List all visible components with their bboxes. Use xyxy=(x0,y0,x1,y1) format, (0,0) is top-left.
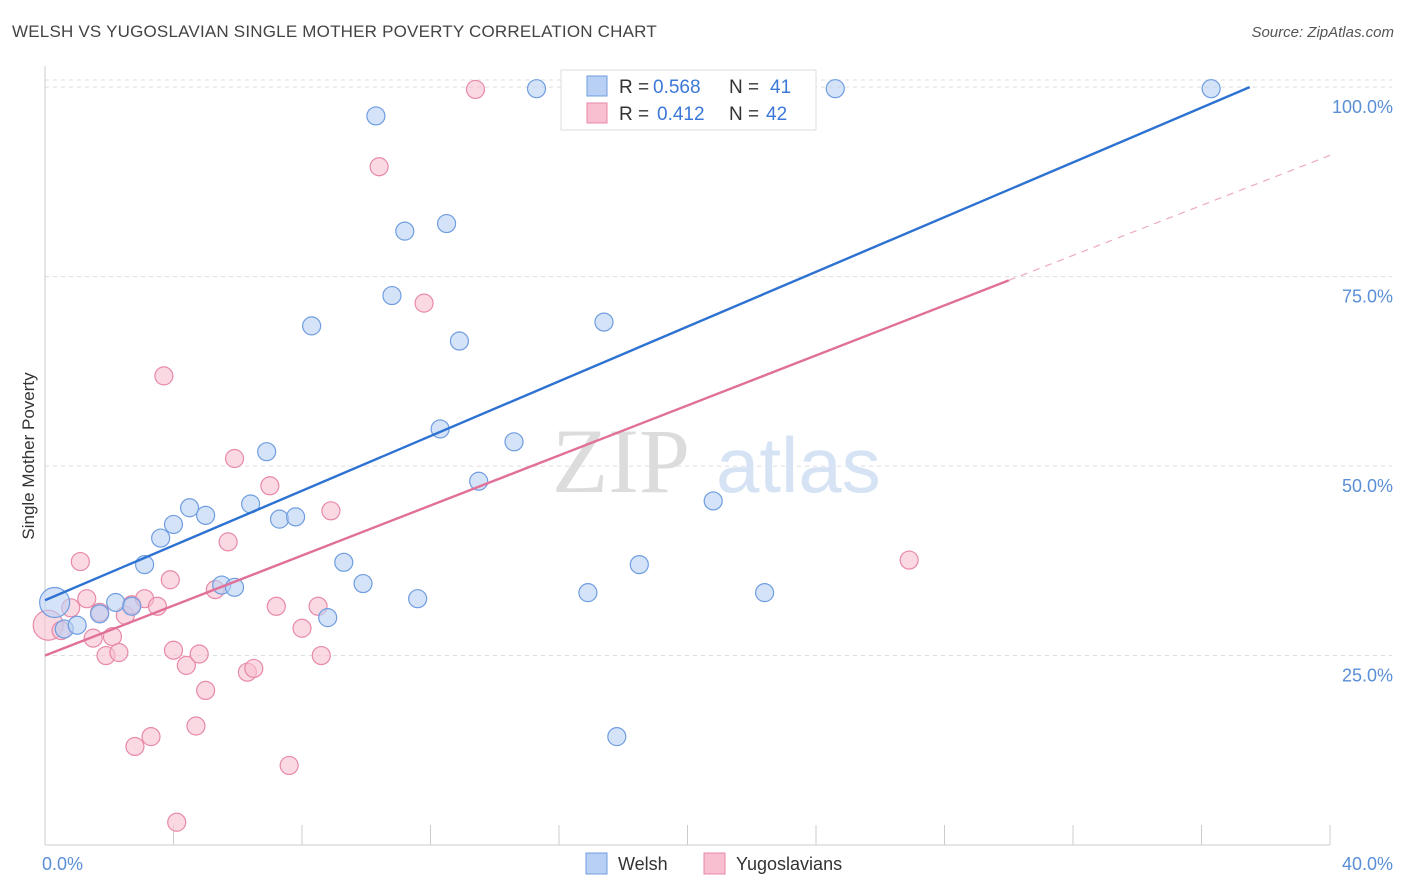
yugoslavian-point xyxy=(163,640,184,660)
yugoslavian-point xyxy=(186,716,206,736)
welsh-point xyxy=(408,589,428,609)
legend-welsh-r-value: 0.568 xyxy=(653,77,701,98)
welsh-point xyxy=(594,312,614,332)
yugoslavian-point xyxy=(70,551,90,572)
yugoslavian-point xyxy=(141,727,161,747)
y-axis-title: Single Mother Poverty xyxy=(19,372,38,540)
welsh-point xyxy=(179,498,200,518)
welsh-point xyxy=(395,221,415,241)
welsh-point xyxy=(382,285,402,306)
yugoslavian-point xyxy=(83,628,103,648)
yugoslavian-point xyxy=(266,596,286,616)
welsh-point xyxy=(196,505,216,525)
welsh-point xyxy=(449,331,470,351)
welsh-point xyxy=(629,554,649,575)
trend-layer xyxy=(44,86,1331,657)
welsh-point xyxy=(257,442,277,462)
welsh-point xyxy=(39,586,71,619)
yugoslavian-point xyxy=(292,618,312,638)
watermark: ZIP atlas xyxy=(552,410,881,512)
x-tick-label: 40.0% xyxy=(1342,854,1393,874)
yugoslavian-point xyxy=(244,658,264,679)
yugoslavian-point xyxy=(465,79,486,100)
welsh-point xyxy=(1201,79,1221,99)
grid-layer xyxy=(45,79,1392,657)
welsh-point xyxy=(754,583,775,603)
welsh-point xyxy=(90,604,110,624)
x-tick-label: 0.0% xyxy=(42,854,83,874)
points-layer xyxy=(32,79,1221,832)
welsh-point xyxy=(366,106,386,126)
legend-swatch-yugo xyxy=(586,102,608,124)
legend-yugo-n-label: N = xyxy=(729,104,759,125)
welsh-point xyxy=(302,316,322,336)
chart-source: Source: ZipAtlas.com xyxy=(1251,24,1394,41)
yugoslavian-point xyxy=(321,501,341,521)
yugoslavian-point xyxy=(196,680,216,701)
welsh-point xyxy=(526,79,547,99)
yugoslavian-point xyxy=(176,655,196,675)
welsh-point xyxy=(151,528,171,548)
welsh-trend-line xyxy=(44,86,1251,602)
series-legend: Welsh Yugoslavians xyxy=(585,852,842,875)
bottom-legend-welsh: Welsh xyxy=(618,854,668,874)
welsh-point xyxy=(122,596,142,616)
yugoslavian-point xyxy=(167,812,187,832)
yugoslavian-trend-extension xyxy=(1008,154,1331,281)
legend-swatch-welsh xyxy=(586,75,608,97)
yugoslavian-point xyxy=(369,157,389,177)
welsh-point xyxy=(67,615,87,635)
y-tick-label: 50.0% xyxy=(1342,476,1393,496)
yugoslavian-point xyxy=(154,366,174,386)
yugoslavian-point xyxy=(279,755,299,776)
yugoslavian-point xyxy=(224,448,245,469)
yugoslavian-point xyxy=(414,293,434,313)
legend-welsh-n-value: 41 xyxy=(770,77,791,98)
yugoslavian-point xyxy=(125,736,145,757)
welsh-point xyxy=(163,514,184,535)
bottom-legend-swatch-welsh xyxy=(585,852,608,875)
y-tick-label: 100.0% xyxy=(1332,97,1393,117)
welsh-point xyxy=(353,573,373,594)
yugoslavian-trend-line xyxy=(44,279,1010,657)
legend-yugo-r-label: R = xyxy=(619,104,649,125)
welsh-point xyxy=(106,592,126,613)
yugoslavian-point xyxy=(109,642,129,663)
stats-legend: R = 0.568 N = 41 R = 0.412 N = 42 xyxy=(560,69,817,131)
welsh-point xyxy=(578,583,598,603)
chart-title: WELSH VS YUGOSLAVIAN SINGLE MOTHER POVER… xyxy=(12,22,657,41)
y-tick-label: 75.0% xyxy=(1342,287,1393,307)
axis-layer: 25.0% 50.0% 75.0% 100.0% 0.0% 40.0% xyxy=(42,66,1393,874)
yugoslavian-point xyxy=(899,550,919,570)
welsh-point xyxy=(318,608,338,628)
bottom-legend-yugo: Yugoslavians xyxy=(736,854,842,874)
watermark-zip: ZIP xyxy=(552,410,690,512)
welsh-point xyxy=(269,509,290,529)
yugoslavian-point xyxy=(218,532,238,552)
legend-yugo-n-value: 42 xyxy=(766,104,787,125)
legend-welsh-n-label: N = xyxy=(729,77,759,98)
yugoslavian-point xyxy=(311,645,331,666)
yugoslavian-point xyxy=(189,644,209,664)
welsh-point xyxy=(825,79,845,99)
welsh-point xyxy=(285,507,306,527)
bottom-legend-swatch-yugo xyxy=(703,852,726,875)
yugoslavian-point xyxy=(160,570,180,590)
yugoslavian-point xyxy=(77,589,97,609)
welsh-point xyxy=(436,213,457,234)
legend-yugo-r-value: 0.412 xyxy=(657,104,705,125)
welsh-point xyxy=(504,432,524,452)
y-tick-label: 25.0% xyxy=(1342,666,1393,686)
legend-welsh-r-label: R = xyxy=(619,77,649,98)
welsh-point xyxy=(607,727,627,747)
yugoslavian-point xyxy=(260,476,280,496)
watermark-atlas: atlas xyxy=(716,421,881,509)
welsh-point xyxy=(703,491,723,511)
welsh-point xyxy=(334,552,354,572)
